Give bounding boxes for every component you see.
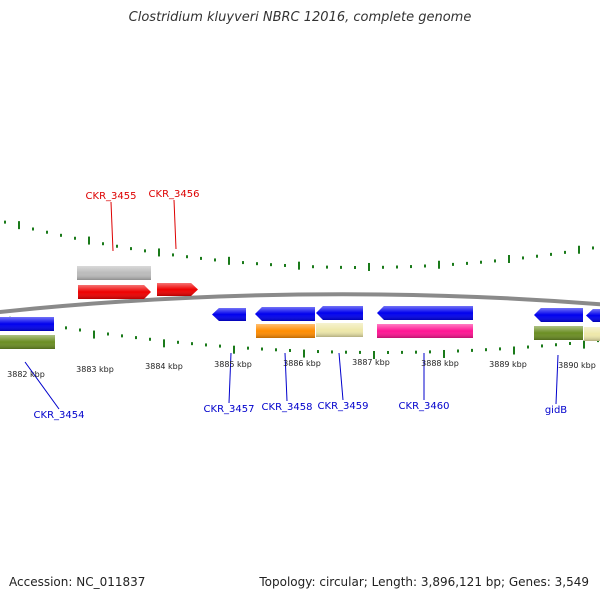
gene-feature-shade (377, 324, 473, 338)
gene-label: CKR_3457 (204, 404, 255, 415)
scale-label: 3883 kbp (76, 365, 114, 374)
gene-feature-shade (534, 326, 583, 340)
gene-label: CKR_3460 (399, 401, 450, 412)
upper-tick-ring (4, 220, 594, 271)
scale-labels: 3882 kbp 3883 kbp 3884 kbp 3885 kbp 3886 kbp… (7, 358, 596, 379)
gene-feature-shade (77, 266, 151, 280)
scale-label: 3887 kbp (352, 358, 390, 367)
gene-feature-shade (534, 308, 583, 322)
label-leader (24, 361, 60, 410)
gene-feature-shade (377, 306, 473, 320)
scale-label: 3884 kbp (145, 362, 183, 371)
gene-label: CKR_3454 (34, 410, 85, 421)
gene-feature-shade (255, 307, 315, 321)
gene-feature-shade (316, 323, 363, 337)
genome-backbone (0, 292, 600, 314)
scale-label: 3888 kbp (421, 359, 459, 368)
gene-label: CKR_3455 (86, 191, 137, 202)
scale-label: 3885 kbp (214, 360, 252, 369)
gene-feature-shade (316, 306, 363, 320)
map-title: Clostridium kluyveri NBRC 12016, complet… (128, 10, 472, 25)
gene-labels: CKR_3455 CKR_3456 CKR_3454 CKR_3457 CKR_3458… (34, 189, 568, 421)
genome-summary-text: Topology: circular; Length: 3,896,121 bp… (259, 575, 589, 589)
label-leader (110, 201, 114, 252)
gene-feature-shade (78, 285, 151, 299)
scale-label: 3889 kbp (489, 360, 527, 369)
label-leader (228, 352, 232, 404)
gene-label: CKR_3456 (149, 189, 200, 200)
gene-label: gidB (545, 405, 567, 416)
scale-label: 3882 kbp (7, 370, 45, 379)
scale-label: 3890 kbp (558, 361, 596, 370)
gene-feature-shade (256, 324, 315, 338)
accession-text: Accession: NC_011837 (9, 575, 146, 589)
gene-label-leaders (24, 199, 559, 410)
label-leader (284, 352, 288, 402)
gene-feature-shade (584, 327, 600, 341)
gene-feature-shade (0, 335, 55, 349)
gene-feature-shade (212, 308, 246, 321)
gene-feature-shade (0, 317, 54, 331)
gene-features (0, 266, 600, 349)
gene-feature-shade (157, 283, 198, 296)
label-leader (173, 199, 177, 250)
gene-label: CKR_3458 (262, 402, 313, 413)
label-leader (555, 354, 559, 405)
scale-label: 3886 kbp (283, 359, 321, 368)
label-leader (338, 352, 344, 401)
gene-label: CKR_3459 (318, 401, 369, 412)
gene-feature-shade (586, 309, 600, 322)
